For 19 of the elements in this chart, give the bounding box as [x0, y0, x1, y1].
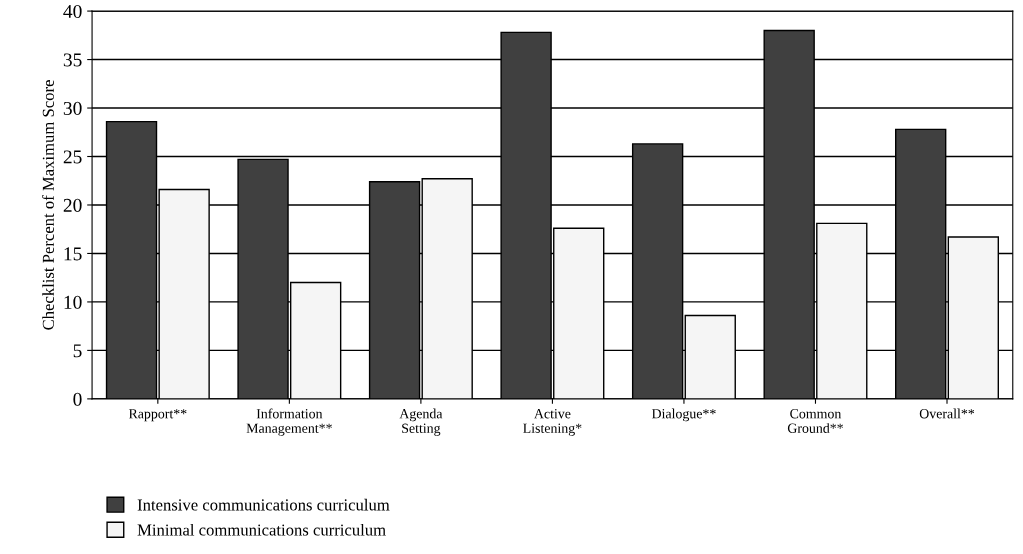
x-tick-label: Overall** [919, 408, 975, 419]
x-tick-label: Common Ground** [787, 409, 843, 433]
y-tick-label: 15 [64, 247, 82, 261]
y-tick-label: 40 [63, 4, 82, 19]
y-tick-label: 5 [73, 344, 82, 358]
y-axis-title: Checklist Percent of Maximum Score [42, 80, 54, 330]
x-tick-label: Active Listening* [523, 409, 582, 436]
x-tick-label: Dialogue** [651, 408, 716, 422]
y-tick-label: 0 [73, 392, 82, 406]
legend-label: Intensive communications curriculum [137, 498, 390, 511]
y-tick-label: 10 [64, 295, 82, 309]
x-tick-label: Agenda Setting [399, 408, 443, 436]
legend-label: Minimal communications curriculum [137, 523, 386, 536]
y-tick-label: 35 [63, 53, 82, 67]
x-tick-label: Information Management** [246, 408, 332, 436]
x-tick-label: Rapport** [128, 409, 187, 422]
y-tick-label: 25 [63, 150, 82, 164]
y-tick-label: 30 [63, 101, 82, 115]
y-tick-label: 20 [63, 198, 82, 212]
